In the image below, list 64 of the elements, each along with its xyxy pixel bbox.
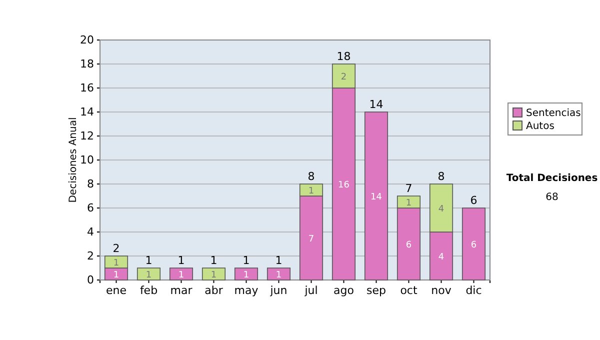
y-tick-label: 4 (87, 226, 94, 239)
y-axis-title: Decisiones Anual (68, 117, 79, 203)
total-label: 1 (210, 254, 218, 267)
data-label: 1 (276, 270, 282, 280)
bar (266, 268, 291, 280)
x-tick-label: ago (334, 284, 354, 297)
total-label: 7 (405, 182, 412, 195)
total-label: 14 (369, 98, 384, 111)
x-tick-label: oct (400, 284, 418, 297)
data-label: 14 (370, 192, 382, 202)
data-label: 1 (178, 270, 184, 280)
x-tick-label: ene (106, 284, 127, 297)
data-label: 4 (438, 252, 444, 262)
y-tick-label: 20 (80, 34, 94, 47)
data-label: 1 (243, 270, 250, 280)
total-label: 2 (112, 242, 120, 255)
y-tick-label: 8 (87, 178, 94, 191)
bar (169, 268, 194, 280)
y-tick-label: 18 (80, 58, 94, 71)
y-tick-label: 12 (80, 130, 94, 143)
x-tick-label: jul (304, 284, 318, 297)
total-label: 8 (308, 170, 315, 183)
data-label: 1 (406, 198, 412, 208)
text: Total Decisiones (506, 173, 598, 184)
total-label: 1 (242, 254, 250, 267)
data-label: 1 (113, 270, 120, 280)
total-label: 8 (438, 170, 445, 183)
data-label: 6 (406, 240, 412, 250)
x-tick-label: dic (466, 284, 482, 297)
total-label: 6 (470, 194, 478, 207)
total-label: 1 (275, 254, 282, 267)
x-tick-label: nov (431, 284, 452, 297)
data-label: 4 (438, 204, 444, 214)
bar (234, 268, 258, 280)
total-label: 1 (145, 254, 152, 267)
legend-label: Sentencias (526, 108, 581, 119)
data-label: 16 (338, 180, 350, 190)
x-tick-label: jun (269, 284, 288, 297)
data-label: 7 (308, 234, 314, 244)
data-label: 6 (470, 240, 477, 250)
x-tick-label: may (234, 284, 259, 297)
bar (364, 112, 388, 280)
legend-label: Autos (526, 121, 554, 132)
x-tick-label: abr (204, 284, 224, 297)
y-tick-label: 0 (87, 274, 94, 287)
total-label: 1 (178, 254, 185, 267)
data-label: 2 (340, 72, 347, 82)
bar (136, 268, 161, 280)
x-tick-label: feb (140, 284, 158, 297)
bar (202, 268, 226, 280)
y-tick-label: 6 (87, 202, 94, 215)
bar (462, 208, 486, 280)
data-label: 1 (146, 270, 152, 280)
y-tick-label: 14 (80, 106, 94, 119)
y-tick-label: 2 (87, 250, 94, 263)
x-tick-label: mar (170, 284, 193, 297)
data-label: 1 (113, 258, 120, 268)
data-label: 1 (308, 186, 314, 196)
x-tick-label: sep (366, 284, 386, 297)
total-label: 18 (336, 50, 351, 63)
y-tick-label: 16 (80, 82, 94, 95)
data-label: 1 (210, 270, 217, 280)
text: 68 (546, 192, 558, 203)
y-tick-label: 10 (80, 154, 94, 167)
